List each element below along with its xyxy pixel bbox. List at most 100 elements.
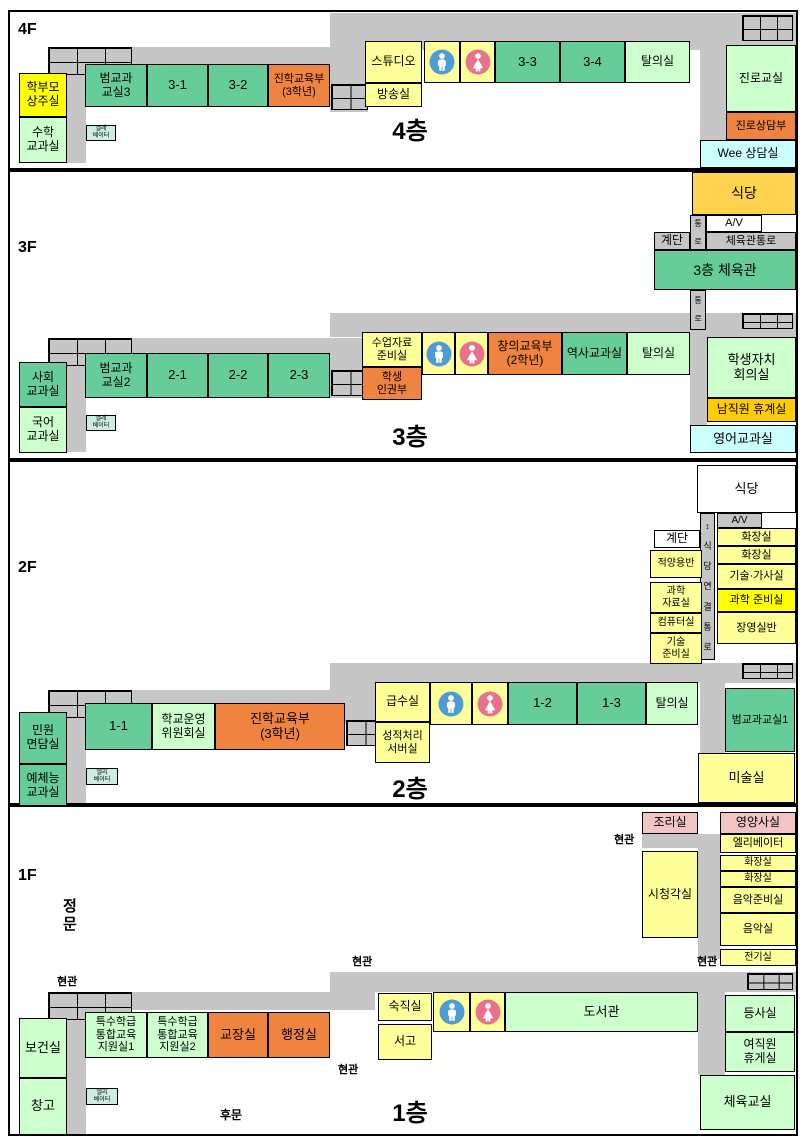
plan-label: 1F	[18, 867, 37, 884]
corridor	[700, 683, 725, 753]
room: 진로교실	[726, 45, 796, 112]
room: 조리실	[642, 812, 698, 834]
room: 남직원 휴계실	[707, 398, 796, 422]
room: 적양용반	[650, 550, 702, 578]
room: 체육관통로	[706, 232, 796, 250]
room: 전기실	[720, 949, 796, 966]
room: 학생 인권부	[362, 367, 422, 400]
room: 특수학급 통합교육 지원실1	[85, 1012, 147, 1058]
room: 영양사실	[720, 812, 796, 834]
room: ↕ 식 당 연 결 통 로	[700, 513, 715, 660]
plan-label: 2층	[392, 776, 428, 803]
restroom-cell	[430, 682, 472, 725]
staircase-grid	[742, 663, 793, 679]
room: 탈의실	[627, 332, 690, 375]
male-restroom-icon	[438, 691, 464, 716]
room: 미술실	[698, 753, 795, 803]
plan-label: 현관	[614, 834, 635, 846]
room: 진로상담부	[726, 112, 796, 140]
restroom-cell	[460, 41, 495, 83]
room: 사회 교과실	[19, 362, 67, 407]
room: 엘리 베이터	[86, 1088, 118, 1105]
room: 과학 준비실	[717, 589, 796, 612]
room: 음악준비실	[720, 887, 796, 913]
restroom-cell	[422, 332, 455, 375]
room: 행정실	[268, 1012, 330, 1058]
restroom-cell	[424, 41, 460, 83]
corridor	[330, 972, 375, 1010]
room: 체육교실	[700, 1075, 795, 1130]
restroom-cell	[472, 682, 508, 725]
plan-label: 3F	[18, 239, 37, 256]
room: 3-2	[208, 64, 268, 107]
staircase-grid	[48, 992, 132, 1020]
staircase-grid	[331, 84, 368, 110]
male-restroom-icon	[439, 999, 464, 1025]
room: 창의교육부 (2학년)	[488, 332, 562, 375]
plan-label: 현관	[697, 956, 718, 968]
room: 교장실	[208, 1012, 268, 1058]
room: 보건실	[19, 1018, 67, 1078]
room: 범교과교실1	[725, 688, 795, 752]
room: 3층 체육관	[654, 250, 796, 290]
room: 2-3	[268, 353, 330, 398]
staircase-grid	[747, 973, 793, 990]
room: 방송실	[365, 83, 422, 107]
room: 기술 준비실	[650, 633, 702, 664]
room: 3-4	[560, 41, 625, 83]
room: 진학교육부 (3학년)	[268, 64, 330, 107]
corridor	[698, 992, 725, 1075]
room: 화장실	[720, 855, 796, 871]
room: 통 로	[690, 290, 706, 330]
plan-label: 2F	[18, 559, 37, 576]
room: 화장실	[717, 546, 796, 564]
female-restroom-icon	[459, 341, 484, 366]
room: 시청각실	[642, 851, 698, 938]
room: 등사실	[725, 995, 795, 1032]
room: 식당	[697, 465, 796, 513]
room: 통 로	[690, 215, 706, 250]
room: 창고	[19, 1078, 67, 1135]
room: 1-1	[85, 703, 152, 750]
room: 2-1	[147, 353, 208, 398]
room: 숙직실	[378, 993, 432, 1021]
corridor	[67, 690, 86, 803]
plan-label: 현관	[338, 1064, 359, 1076]
room: 학생자치 회의실	[707, 337, 796, 398]
plan-label: 4층	[392, 118, 428, 145]
plan-label: 현관	[352, 956, 373, 968]
room: 여직원 휴게실	[725, 1032, 795, 1072]
room: 성적처리 서버실	[375, 722, 430, 763]
staircase-grid	[331, 370, 368, 396]
room: 2-2	[208, 353, 268, 398]
room: 컴퓨터실	[650, 613, 702, 633]
plan-label: 후문	[220, 1108, 243, 1122]
room: 장영실반	[717, 612, 796, 644]
room: 범교과 교실3	[85, 64, 147, 107]
corridor	[698, 834, 720, 959]
plan-label: 4F	[18, 21, 37, 38]
corridor	[67, 338, 86, 452]
room: 엘리 베이터	[86, 768, 118, 785]
female-restroom-icon	[477, 691, 503, 716]
room: 엘레 베이터	[86, 415, 116, 431]
room: 1-3	[577, 682, 646, 725]
staircase-grid	[742, 313, 793, 329]
room: 영어교과실	[690, 425, 796, 453]
male-restroom-icon	[426, 341, 451, 366]
corridor	[330, 972, 796, 992]
room: 학교운영 위원회실	[152, 703, 215, 750]
room: 예체능 교과실	[19, 764, 67, 807]
room: 기술·가사실	[717, 564, 796, 589]
room: 역사교과실	[562, 332, 627, 375]
room: A/V	[706, 215, 762, 232]
plan-label: 1층	[392, 1100, 428, 1127]
room: 화장실	[717, 528, 796, 546]
room: 탈의실	[625, 41, 690, 83]
room: 3-3	[495, 41, 560, 83]
room: 급수실	[375, 682, 430, 722]
room: 학부모 상주실	[19, 73, 67, 117]
corridor	[700, 48, 726, 142]
room: 탈의실	[646, 682, 698, 725]
plan-label: 3층	[392, 424, 428, 451]
